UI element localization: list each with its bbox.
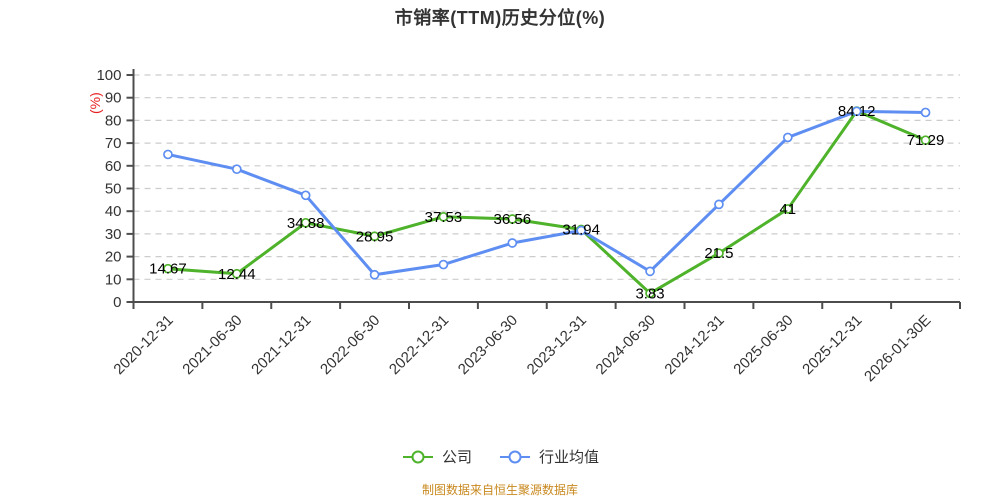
legend-label-company: 公司 — [441, 449, 472, 466]
data-point-0[interactable] — [507, 214, 518, 224]
x-axis-label: 2024-12-31 — [661, 312, 727, 378]
y-axis-label: 30 — [105, 226, 122, 243]
data-point-0[interactable] — [438, 211, 449, 222]
data-label: 84.12 — [838, 103, 876, 120]
data-point-0[interactable] — [231, 268, 242, 279]
legend-item-company[interactable]: 公司 — [401, 446, 472, 467]
data-point-1[interactable] — [300, 190, 311, 201]
y-axis-label: 90 — [105, 90, 122, 107]
data-label: 34.88 — [287, 215, 325, 232]
data-point-1[interactable] — [369, 269, 380, 280]
data-point-0[interactable] — [714, 248, 724, 259]
data-label: 12.44 — [218, 266, 256, 283]
data-point-1[interactable] — [507, 238, 518, 248]
x-axis-label: 2026-01-30E — [861, 312, 934, 385]
y-axis-label: 50 — [105, 181, 122, 198]
y-axis-label: 70 — [105, 135, 122, 152]
data-point-0[interactable] — [782, 204, 793, 214]
series-line-1 — [166, 109, 928, 277]
data-source-note: 制图数据来自恒生聚源数据库 — [421, 483, 578, 497]
line-circle-icon — [500, 450, 530, 463]
data-point-0[interactable] — [920, 135, 931, 146]
chart-title: 市销率(TTM)历史分位(%) — [394, 8, 606, 28]
data-label: 41 — [779, 201, 796, 218]
x-axis-label: 2022-12-31 — [386, 312, 452, 378]
data-point-1[interactable] — [438, 259, 449, 270]
plot-area: 0 10 20 30 40 50 60 70 80 90 100 2020-12-31 2021-06-… — [87, 67, 961, 385]
chart-legend: 公司 行业均值 — [0, 446, 1000, 467]
legend-label-industry-average: 行业均值 — [539, 449, 600, 466]
data-label: 28.95 — [356, 228, 394, 245]
data-point-1[interactable] — [851, 106, 862, 117]
data-point-0[interactable] — [369, 231, 380, 242]
x-axis-label: 2022-06-30 — [317, 312, 383, 378]
data-point-1[interactable] — [231, 164, 242, 175]
data-point-1[interactable] — [645, 266, 655, 277]
data-label: 3.83 — [635, 285, 664, 302]
data-point-0[interactable] — [645, 288, 655, 299]
legend-item-industry-average[interactable]: 行业均值 — [498, 446, 599, 467]
line-circle-icon — [402, 450, 433, 463]
data-label: 71.29 — [907, 132, 945, 149]
y-axis-label: 20 — [105, 249, 122, 266]
data-label: 21.5 — [704, 245, 733, 262]
x-axis-label: 2025-06-30 — [730, 312, 796, 378]
y-axis-label: 0 — [113, 294, 121, 311]
y-axis-label: 100 — [96, 67, 121, 84]
y-axis-label: 60 — [105, 158, 122, 175]
x-axis-label: 2024-06-30 — [593, 312, 659, 378]
data-point-0[interactable] — [163, 263, 173, 274]
y-axis-label: 40 — [105, 203, 122, 220]
data-point-1[interactable] — [920, 107, 931, 118]
data-label: 31.94 — [562, 221, 600, 238]
data-point-1[interactable] — [714, 199, 724, 210]
x-axis-label: 2023-06-30 — [455, 312, 521, 378]
x-axis-label: 2020-12-31 — [110, 312, 176, 378]
y-axis-unit-label: (%) — [87, 92, 103, 114]
y-axis-label: 10 — [105, 271, 122, 288]
data-point-1[interactable] — [576, 225, 587, 236]
x-axis-label: 2025-12-31 — [799, 312, 865, 378]
data-label: 37.53 — [425, 209, 463, 226]
data-point-0[interactable] — [300, 217, 311, 228]
data-label: 14.67 — [149, 261, 187, 278]
x-axis-label: 2023-12-31 — [524, 312, 590, 378]
y-axis-label: 80 — [105, 112, 122, 129]
data-point-1[interactable] — [163, 149, 173, 160]
data-label: 36.56 — [494, 211, 532, 228]
x-axis-label: 2021-12-31 — [248, 312, 314, 378]
x-axis-label: 2021-06-30 — [179, 312, 245, 378]
series-line-0 — [166, 109, 928, 295]
data-point-1[interactable] — [782, 132, 793, 143]
